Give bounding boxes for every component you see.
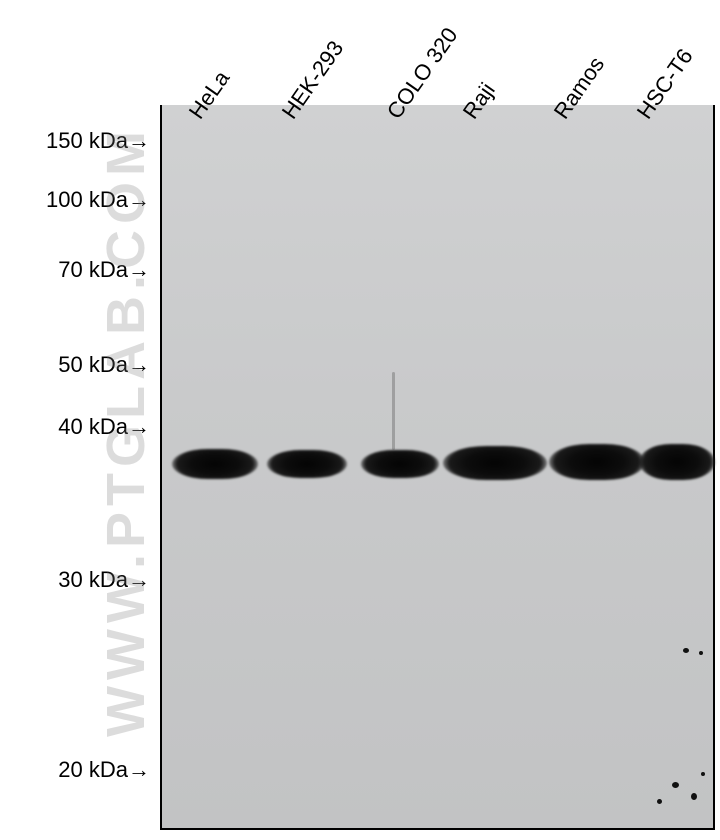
spot-artifact [672, 782, 679, 788]
band-raji [443, 446, 547, 480]
band-ramos [549, 444, 645, 480]
spot-artifact [699, 651, 703, 655]
band-hsct6 [639, 444, 715, 480]
mw-label-100: 100 kDa→ [0, 187, 150, 213]
spot-artifact [691, 793, 697, 800]
mw-label-40: 40 kDa→ [0, 414, 150, 440]
mw-label-50: 50 kDa→ [0, 352, 150, 378]
mw-label-150: 150 kDa→ [0, 128, 150, 154]
mw-label-30: 30 kDa→ [0, 567, 150, 593]
band-hela [172, 449, 258, 479]
band-colo320 [361, 450, 439, 478]
spot-artifact [657, 799, 662, 804]
spot-artifact [701, 772, 705, 776]
western-blot-figure: HeLa HEK-293 COLO 320 Raji Ramos HSC-T6 … [0, 0, 720, 840]
smudge-artifact [392, 372, 395, 450]
spot-artifact [683, 648, 689, 653]
band-hek293 [267, 450, 347, 478]
mw-label-20: 20 kDa→ [0, 757, 150, 783]
mw-label-70: 70 kDa→ [0, 257, 150, 283]
